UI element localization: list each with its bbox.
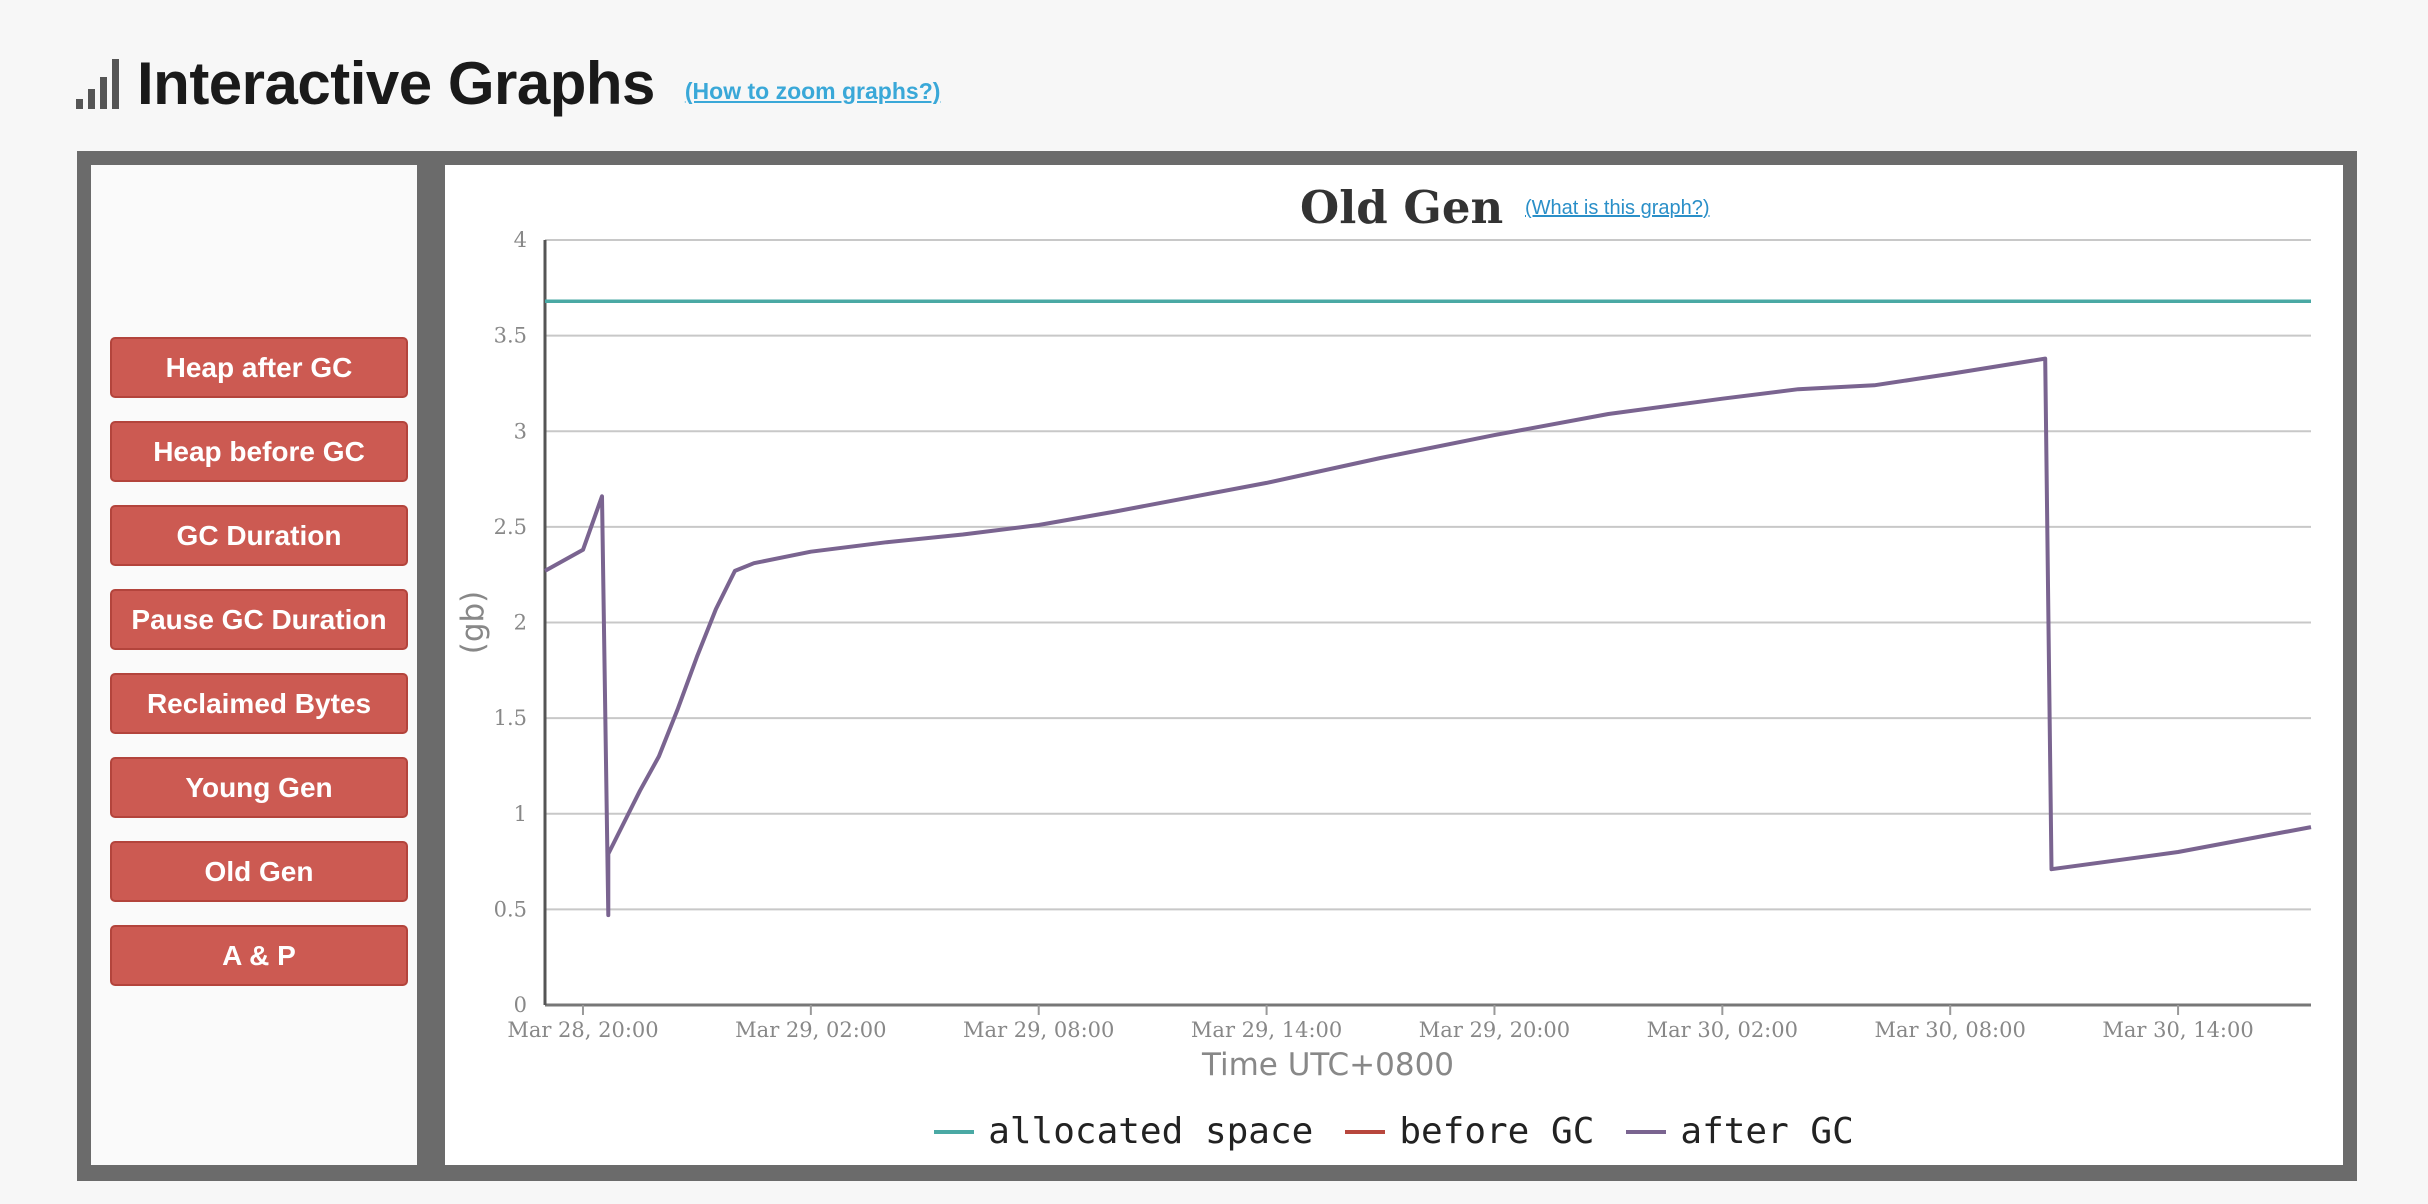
how-to-zoom-link[interactable]: (How to zoom graphs?): [684, 77, 941, 104]
x-tick-label: Mar 30, 02:00: [1647, 1018, 1798, 1042]
y-tick-label: 0: [514, 993, 527, 1017]
y-tick-label: 3: [514, 419, 527, 443]
y-tick-label: 1: [514, 802, 527, 826]
legend-label-before-gc: before GC: [1399, 1111, 1595, 1152]
what-is-this-graph-link[interactable]: (What is this graph?): [1525, 197, 1710, 219]
x-tick-label: Mar 29, 08:00: [963, 1018, 1114, 1042]
heap-before-gc-button[interactable]: Heap before GC: [110, 421, 408, 482]
legend-label-after-gc: after GC: [1680, 1111, 1854, 1152]
legend-item-allocated[interactable]: allocated space: [934, 1111, 1313, 1152]
legend-swatch-after-gc: [1626, 1129, 1667, 1134]
x-tick-label: Mar 30, 08:00: [1875, 1018, 2026, 1042]
old-gen-button[interactable]: Old Gen: [110, 841, 408, 902]
series-line-after-gc: [544, 356, 2312, 918]
legend-label-allocated: allocated space: [988, 1111, 1314, 1152]
y-tick-label: 0.5: [494, 897, 527, 921]
x-tick-label: Mar 29, 14:00: [1191, 1018, 1342, 1042]
x-tick-label: Mar 30, 14:00: [2102, 1018, 2253, 1042]
heap-after-gc-button[interactable]: Heap after GC: [110, 337, 408, 398]
young-gen-button[interactable]: Young Gen: [110, 757, 408, 818]
x-axis-title: Time UTC+0800: [1201, 1047, 1454, 1083]
graph-menu-sidebar: Heap after GC Heap before GC GC Duration…: [91, 165, 417, 1165]
x-tick-label: Mar 29, 02:00: [735, 1018, 886, 1042]
reclaimed-bytes-button[interactable]: Reclaimed Bytes: [110, 673, 408, 734]
chart-legend: allocated space before GC after GC: [445, 1111, 2343, 1152]
chart-panel: Old Gen (What is this graph?) 0 0.5 1 1.5 2 2…: [445, 165, 2343, 1165]
y-axis-title: (gb): [455, 591, 491, 655]
x-tick-label: Mar 29, 20:00: [1419, 1018, 1570, 1042]
page-header: Interactive Graphs (How to zoom graphs?): [76, 38, 940, 128]
bar-chart-icon: [76, 57, 119, 109]
old-gen-chart[interactable]: 0 0.5 1 1.5 2 2.5 3 3.5 4 Mar 28, 20:00 Mar 29, 02…: [445, 165, 2343, 1165]
gc-duration-button[interactable]: GC Duration: [110, 505, 408, 566]
y-tick-label: 4: [514, 228, 527, 252]
pause-gc-duration-button[interactable]: Pause GC Duration: [110, 589, 408, 650]
x-tick-label: Mar 28, 20:00: [507, 1018, 658, 1042]
graphs-frame: Heap after GC Heap before GC GC Duration…: [77, 151, 2357, 1181]
legend-swatch-allocated: [934, 1129, 975, 1134]
y-tick-label: 3.5: [494, 324, 527, 348]
legend-swatch-before-gc: [1345, 1129, 1386, 1134]
legend-item-before-gc[interactable]: before GC: [1345, 1111, 1594, 1152]
a-and-p-button[interactable]: A & P: [110, 925, 408, 986]
y-tick-label: 1.5: [494, 706, 527, 730]
y-tick-label: 2: [514, 611, 527, 635]
chart-title: Old Gen: [1300, 181, 1504, 234]
legend-item-after-gc[interactable]: after GC: [1626, 1111, 1854, 1152]
y-tick-label: 2.5: [494, 515, 527, 539]
page-title: Interactive Graphs: [137, 49, 655, 117]
